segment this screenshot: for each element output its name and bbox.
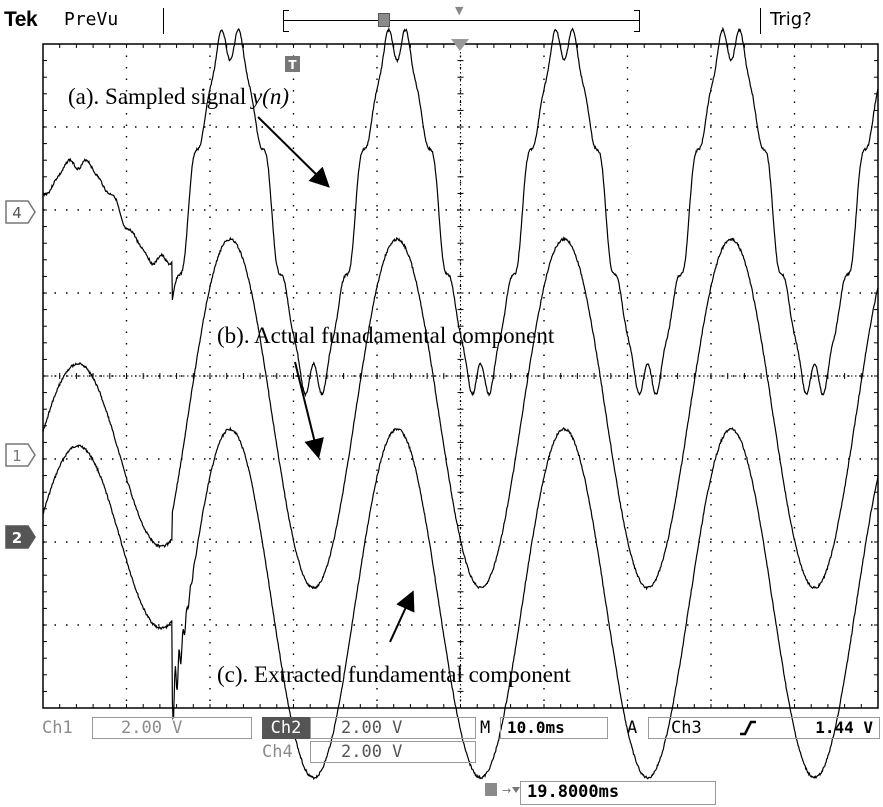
svg-text:2: 2 [12,529,22,547]
ch1-scale: 2.00 V [92,717,252,739]
brand-logo: Tek [4,8,38,31]
header-divider [163,8,164,34]
arrow-c [389,590,415,643]
trigger-point-marker: T [285,56,300,72]
channel-2-marker: 2 [5,525,36,549]
header-divider [760,8,761,34]
channel-1-marker: 1 [5,443,36,467]
annotation-c: (c). Extracted fundamental component [217,662,571,687]
record-bracket-left [283,10,289,32]
ch4-label: Ch4 [262,742,293,762]
waveform-ch1 [42,235,879,591]
arrow-b [294,361,324,459]
trigger-top-marker [451,39,469,51]
acq-mode-label: A [627,718,638,738]
rising-edge-icon [739,719,757,742]
record-line [283,20,640,21]
record-position-icon: ▼ [455,4,464,17]
ch1-label: Ch1 [42,718,73,738]
channel-4-marker: 4 [5,200,36,224]
trigger-level: 1.44 V [815,718,873,737]
svg-text:→: → [502,784,511,797]
record-trigger-marker [378,13,390,27]
waveform-traces [42,26,879,781]
annotation-a: (a). Sampled signal y(n) [68,84,289,109]
trigger-position: 19.8000ms [520,781,716,805]
trigger-source: Ch3 [671,718,702,738]
acquisition-mode: PreVu [64,9,119,30]
record-bracket-right [634,10,640,32]
arrow-a [257,116,330,188]
timebase-label: M [480,718,491,738]
annotation-b: (b). Actual funadamental component [217,323,555,348]
ch2-scale: 2.00 V [310,717,476,739]
trigger-status: Trig? [770,9,812,30]
trigger-marker-label: T [288,58,297,72]
trigger-position-icon: → [484,782,520,802]
record-view-bar: ▼ [283,4,640,32]
waveform-ch4 [42,26,879,398]
trigger-readout: Ch3 1.44 V [648,717,880,739]
ch4-scale: 2.00 V [310,741,476,763]
svg-text:4: 4 [12,204,22,222]
graticule [42,43,879,709]
waveform-ch2 [42,426,879,781]
ch2-label: Ch2 [262,717,310,739]
timebase-value: 10.0ms [500,717,608,739]
svg-text:1: 1 [12,447,22,465]
